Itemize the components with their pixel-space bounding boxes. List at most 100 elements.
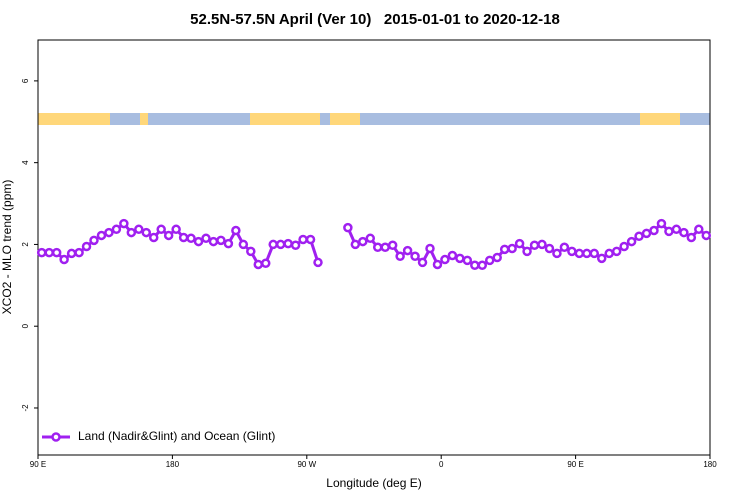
point xyxy=(111,224,122,235)
point xyxy=(589,248,600,259)
point xyxy=(358,236,368,247)
point xyxy=(567,246,577,257)
point xyxy=(59,254,69,265)
point xyxy=(432,259,443,270)
point xyxy=(417,257,428,268)
point xyxy=(193,236,204,247)
point xyxy=(664,226,674,237)
point xyxy=(66,248,77,259)
point xyxy=(671,224,682,235)
point xyxy=(171,224,181,235)
y-tick-label: 2 xyxy=(21,242,30,247)
point xyxy=(387,240,398,251)
point xyxy=(656,218,667,229)
point xyxy=(298,234,308,245)
x-tick-label: 0 xyxy=(439,460,444,469)
point xyxy=(701,230,712,241)
point xyxy=(679,227,689,238)
point xyxy=(694,224,704,235)
point xyxy=(395,251,405,262)
point xyxy=(372,242,383,253)
point xyxy=(313,257,323,268)
point xyxy=(343,222,353,233)
point xyxy=(380,242,390,253)
point xyxy=(611,246,622,257)
point xyxy=(275,239,286,250)
point xyxy=(365,233,376,244)
legend-marker xyxy=(51,432,61,442)
point xyxy=(253,259,264,270)
point xyxy=(44,247,54,258)
point xyxy=(231,225,241,236)
point xyxy=(477,260,488,271)
point xyxy=(462,255,473,266)
point xyxy=(447,250,458,261)
x-tick-label: 90 E xyxy=(567,460,583,469)
point xyxy=(582,248,592,259)
point xyxy=(238,239,249,250)
point xyxy=(492,252,502,263)
point xyxy=(470,260,480,271)
point xyxy=(89,235,99,246)
point xyxy=(141,227,152,238)
point xyxy=(119,218,129,229)
point xyxy=(96,230,107,241)
y-tick-label: -2 xyxy=(21,404,30,412)
point xyxy=(81,241,92,252)
point xyxy=(104,227,114,238)
point xyxy=(604,248,614,259)
point xyxy=(305,234,316,245)
point xyxy=(440,254,450,265)
point xyxy=(537,239,547,250)
point xyxy=(514,238,525,249)
point xyxy=(148,232,159,243)
point xyxy=(425,243,435,254)
point xyxy=(134,224,144,235)
point xyxy=(290,240,301,251)
point xyxy=(268,239,278,250)
point xyxy=(216,235,226,246)
point xyxy=(74,247,84,258)
point xyxy=(36,247,47,258)
point xyxy=(634,231,644,242)
point xyxy=(574,248,585,259)
point xyxy=(223,238,234,249)
point xyxy=(522,246,532,257)
point xyxy=(455,253,465,264)
point xyxy=(641,228,652,239)
point xyxy=(484,255,495,266)
x-tick-label: 180 xyxy=(703,460,717,469)
y-tick-label: 6 xyxy=(21,78,30,83)
y-tick-label: 0 xyxy=(21,323,30,328)
point xyxy=(186,233,196,244)
point xyxy=(260,258,271,268)
point xyxy=(544,243,555,254)
chart-title: 52.5N-57.5N April (Ver 10) 2015-01-01 to… xyxy=(190,11,560,28)
point xyxy=(529,240,540,251)
point xyxy=(163,230,174,241)
point xyxy=(507,243,517,254)
point xyxy=(649,225,659,236)
point xyxy=(552,248,562,259)
point xyxy=(51,247,62,258)
point xyxy=(596,253,607,264)
plot-frame xyxy=(37,39,711,456)
point xyxy=(559,242,570,253)
y-tick-label: 4 xyxy=(21,160,30,165)
point xyxy=(283,238,293,249)
x-tick-label: 90 W xyxy=(297,460,316,469)
legend-label: Land (Nadir&Glint) and Ocean (Glint) xyxy=(78,429,275,443)
point xyxy=(350,239,361,250)
point xyxy=(208,236,219,247)
point xyxy=(156,224,166,235)
point xyxy=(626,236,637,247)
x-axis-label: Longitude (deg E) xyxy=(326,476,421,490)
y-axis-label: XCO2 - MLO trend (ppm) xyxy=(0,180,14,315)
point xyxy=(126,227,137,238)
point xyxy=(201,233,211,244)
x-tick-label: 90 E xyxy=(30,460,46,469)
point xyxy=(178,232,189,243)
map-strip xyxy=(38,113,710,125)
point xyxy=(686,232,697,243)
